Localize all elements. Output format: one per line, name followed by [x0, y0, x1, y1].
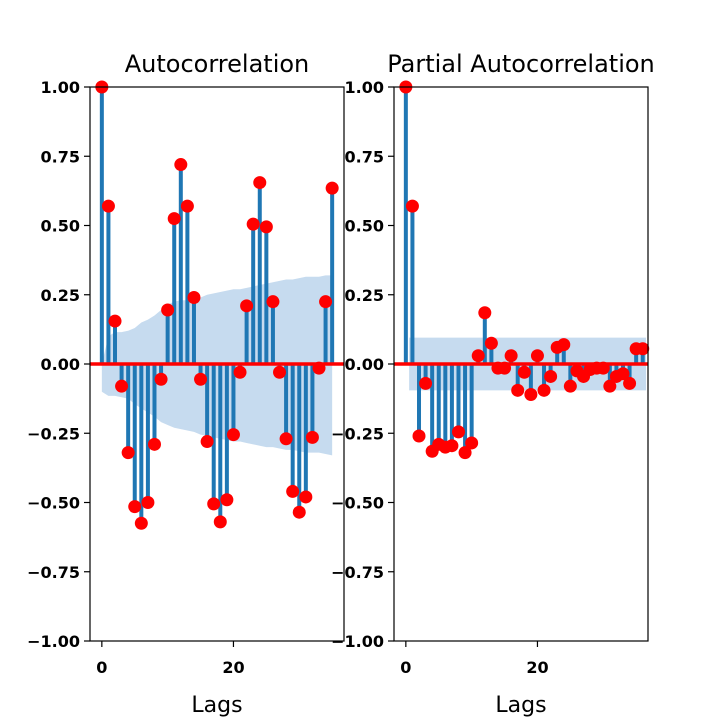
- marker-lag-26: [266, 295, 280, 309]
- marker-lag-20: [226, 428, 240, 442]
- marker-lag-12: [478, 306, 492, 320]
- y-tick-label: 0.50: [41, 217, 80, 236]
- marker-lag-19: [220, 493, 234, 507]
- marker-lag-14: [187, 291, 201, 305]
- marker-lag-2: [108, 314, 122, 328]
- y-axis: 1.00 0.75 0.50 0.25 0.00 −0.25 −0.50 −0.75 −1.00: [27, 78, 90, 651]
- marker-lag-28: [279, 432, 293, 446]
- marker-lag-31: [603, 379, 617, 393]
- x-axis-label: Lags: [495, 693, 546, 718]
- marker-lag-9: [154, 372, 168, 386]
- y-tick-label: 0.25: [345, 286, 384, 305]
- x-tick-label: 0: [96, 658, 107, 677]
- marker-lag-21: [537, 383, 551, 397]
- marker-lag-25: [259, 220, 273, 234]
- marker-lag-1: [101, 199, 115, 213]
- marker-lag-32: [305, 430, 319, 444]
- y-tick-label: −1.00: [331, 632, 384, 651]
- marker-lag-6: [134, 516, 148, 530]
- marker-lag-5: [128, 500, 142, 514]
- y-tick-label: 1.00: [345, 78, 384, 97]
- marker-lag-10: [161, 303, 175, 317]
- marker-lag-2: [412, 429, 426, 443]
- y-tick-label: −1.00: [27, 632, 80, 651]
- x-axis: 0 20: [96, 641, 245, 677]
- marker-lag-24: [557, 338, 571, 352]
- marker-lag-11: [167, 212, 181, 226]
- marker-lag-36: [636, 342, 650, 356]
- marker-lag-30: [292, 505, 306, 519]
- y-axis: 1.00 0.75 0.50 0.25 0.00 −0.25 −0.50 −0.75 −1.00: [331, 78, 394, 651]
- marker-lag-29: [286, 484, 300, 498]
- marker-lag-33: [312, 361, 326, 375]
- marker-lag-18: [517, 365, 531, 379]
- x-axis: 0 20: [400, 641, 549, 677]
- marker-lag-3: [419, 376, 433, 390]
- marker-lag-16: [504, 349, 518, 363]
- marker-lag-35: [325, 181, 339, 195]
- marker-lag-34: [319, 295, 333, 309]
- x-tick-label: 20: [222, 658, 244, 677]
- marker-lag-8: [147, 437, 161, 451]
- marker-lag-12: [174, 158, 188, 172]
- marker-lag-3: [115, 379, 129, 393]
- marker-lag-9: [458, 446, 472, 460]
- marker-lag-17: [511, 383, 525, 397]
- y-tick-label: −0.50: [27, 494, 80, 513]
- marker-lag-10: [465, 436, 479, 450]
- marker-lag-22: [240, 299, 254, 313]
- marker-lag-31: [299, 490, 313, 504]
- marker-layer: [399, 80, 650, 460]
- y-tick-label: −0.75: [331, 563, 384, 582]
- marker-lag-7: [445, 439, 459, 453]
- marker-lag-13: [484, 336, 498, 350]
- marker-lag-27: [273, 365, 287, 379]
- y-tick-label: −0.25: [27, 424, 80, 443]
- y-tick-label: 0.50: [345, 217, 384, 236]
- marker-lag-18: [213, 515, 227, 529]
- marker-lag-13: [180, 199, 194, 213]
- x-tick-label: 20: [526, 658, 548, 677]
- marker-lag-20: [530, 349, 544, 363]
- marker-lag-25: [563, 379, 577, 393]
- y-tick-label: −0.50: [331, 494, 384, 513]
- marker-lag-4: [121, 446, 135, 460]
- marker-lag-15: [194, 372, 208, 386]
- marker-lag-16: [200, 435, 214, 449]
- y-tick-label: −0.25: [331, 424, 384, 443]
- y-tick-label: 0.00: [345, 355, 384, 374]
- marker-lag-33: [616, 367, 630, 381]
- marker-lag-24: [253, 176, 267, 190]
- marker-lag-17: [207, 497, 221, 511]
- y-tick-label: 0.00: [41, 355, 80, 374]
- marker-lag-19: [524, 387, 538, 401]
- chart-title: Autocorrelation: [125, 50, 310, 78]
- marker-lag-15: [498, 361, 512, 375]
- x-axis-label: Lags: [191, 693, 242, 718]
- x-tick-label: 0: [400, 658, 411, 677]
- marker-lag-34: [623, 376, 637, 390]
- y-tick-label: 1.00: [41, 78, 80, 97]
- marker-lag-23: [246, 217, 260, 231]
- stem-layer: [403, 87, 645, 453]
- autocorrelation-panel: Autocorrelation 1.00 0.75 0.50 0.25 0.00 −0.2…: [27, 50, 345, 718]
- y-tick-label: 0.25: [41, 286, 80, 305]
- marker-lag-22: [544, 369, 558, 383]
- marker-lag-7: [141, 496, 155, 509]
- y-tick-label: −0.75: [27, 563, 80, 582]
- y-tick-label: 0.75: [345, 147, 384, 166]
- y-tick-label: 0.75: [41, 147, 80, 166]
- marker-lag-1: [405, 199, 419, 213]
- marker-lag-30: [596, 361, 610, 375]
- marker-lag-8: [451, 425, 465, 439]
- partial-autocorrelation-panel: Partial Autocorrelation 1.00 0.75 0.50 0.25…: [331, 50, 655, 718]
- marker-lag-11: [471, 349, 485, 363]
- chart-title: Partial Autocorrelation: [387, 50, 655, 78]
- marker-lag-21: [233, 365, 247, 379]
